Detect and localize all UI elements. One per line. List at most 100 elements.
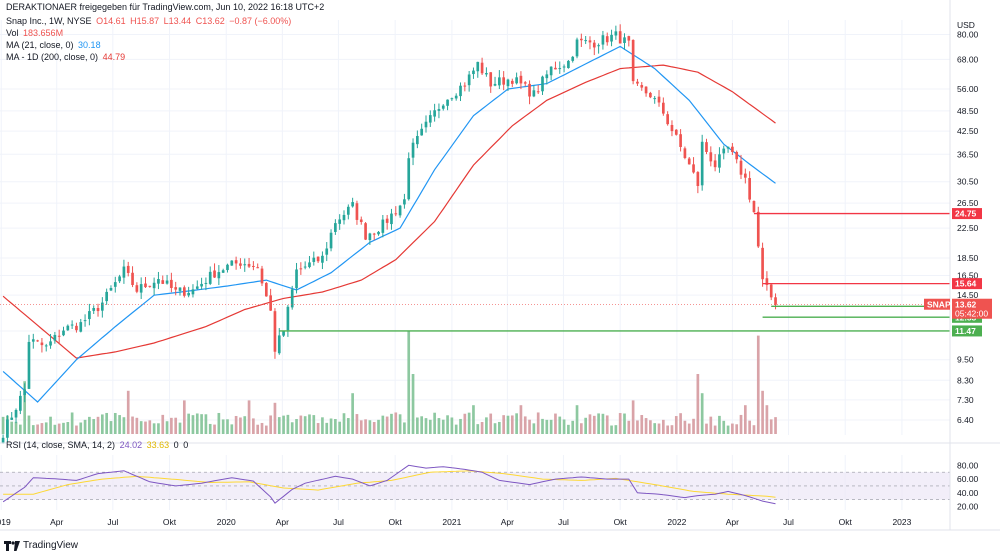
candle-body[interactable] [433,110,436,117]
candlesticks[interactable] [1,24,777,444]
candle-body[interactable] [165,280,169,284]
candle-body[interactable] [450,98,454,100]
candle-body[interactable] [493,83,497,86]
candle-body[interactable] [286,306,290,331]
candle-body[interactable] [614,31,618,36]
price-tick-label[interactable]: 22.50 [957,223,979,233]
candle-body[interactable] [372,233,376,235]
candle-body[interactable] [19,395,22,411]
price-tick-label[interactable]: 8.30 [957,375,974,385]
candle-body[interactable] [562,66,566,68]
candle-body[interactable] [467,74,471,86]
candle-body[interactable] [385,218,389,223]
price-tick-label[interactable]: 18.50 [957,253,979,263]
candle-body[interactable] [403,199,406,205]
candle-body[interactable] [545,74,549,79]
candle-body[interactable] [618,31,622,44]
rsi-legend[interactable]: RSI (14, close, SMA, 14, 2) 24.02 33.63 … [6,440,190,451]
candle-body[interactable] [342,214,346,221]
candle-body[interactable] [260,268,264,284]
candle-body[interactable] [463,85,467,87]
candle-body[interactable] [312,257,316,262]
symbol-name[interactable]: Snap Inc., 1W, NYSE [6,16,92,26]
candle-body[interactable] [269,295,272,311]
candle-body[interactable] [295,269,298,289]
axes[interactable]: USD80.0068.0056.0048.5042.5036.5030.5026… [0,0,1000,531]
candle-body[interactable] [584,40,587,42]
candle-body[interactable] [338,219,342,224]
candle-body[interactable] [144,283,147,288]
volume-legend[interactable]: Vol 183.656M [6,28,65,39]
candle-body[interactable] [649,92,652,98]
candle-body[interactable] [506,79,510,87]
candle-body[interactable] [96,308,100,312]
candle-body[interactable] [696,172,700,186]
candle-body[interactable] [31,339,35,342]
candle-body[interactable] [416,135,419,145]
candle-body[interactable] [480,62,484,74]
candle-body[interactable] [549,66,553,76]
price-tick-label[interactable]: 14.50 [957,290,979,300]
time-tick-label[interactable]: Apr [276,517,289,527]
price-tick-label[interactable]: 30.50 [957,177,979,187]
candle-body[interactable] [1,437,5,443]
candle-body[interactable] [53,334,57,341]
candle-body[interactable] [657,96,661,103]
candle-body[interactable] [40,342,44,346]
candle-body[interactable] [208,271,212,284]
candle-body[interactable] [264,282,268,297]
candle-body[interactable] [441,105,445,109]
candle-body[interactable] [83,320,87,322]
candle-body[interactable] [644,86,648,94]
candle-body[interactable] [256,267,260,269]
candle-body[interactable] [605,36,609,43]
candle-body[interactable] [554,67,557,70]
candle-body[interactable] [692,164,695,173]
rsi-tick-label[interactable]: 20.00 [957,502,979,512]
candle-body[interactable] [580,38,583,41]
candle-body[interactable] [217,272,221,279]
time-tick-label[interactable]: Jul [558,517,569,527]
candle-body[interactable] [346,206,350,215]
candle-body[interactable] [588,40,592,43]
candle-body[interactable] [152,282,156,289]
candle-body[interactable] [428,115,432,123]
candle-body[interactable] [174,287,178,290]
candle-body[interactable] [510,80,514,84]
candle-body[interactable] [182,287,186,296]
candle-body[interactable] [243,264,247,266]
candle-body[interactable] [398,205,402,216]
price-tick-label[interactable]: 26.50 [957,198,979,208]
time-tick-label[interactable]: Jul [783,517,794,527]
candle-body[interactable] [23,389,26,396]
candle-body[interactable] [148,285,152,287]
candle-body[interactable] [454,95,458,99]
candle-body[interactable] [273,311,277,352]
candle-body[interactable] [277,335,281,354]
rsi-tick-label[interactable]: 80.00 [957,460,979,470]
candle-body[interactable] [118,276,121,282]
candle-body[interactable] [70,324,74,326]
price-tick-label[interactable]: 68.00 [957,54,979,64]
candle-body[interactable] [666,114,669,125]
candle-body[interactable] [381,219,385,233]
price-tick-label[interactable]: 6.40 [957,415,974,425]
candle-body[interactable] [79,322,83,332]
candle-body[interactable] [92,308,96,311]
candle-body[interactable] [113,282,117,287]
candle-body[interactable] [528,83,531,97]
candle-body[interactable] [558,68,562,70]
candle-body[interactable] [424,121,428,128]
candle-body[interactable] [575,39,579,57]
candle-body[interactable] [49,341,52,346]
candle-body[interactable] [502,77,506,85]
rsi-tick-label[interactable]: 40.00 [957,488,979,498]
time-tick-label[interactable]: 2021 [442,517,461,527]
time-tick-label[interactable]: Okt [163,517,177,527]
time-tick-label[interactable]: Jul [333,517,344,527]
candle-body[interactable] [446,99,449,106]
candle-body[interactable] [731,146,734,152]
candle-body[interactable] [661,102,665,114]
candle-body[interactable] [247,263,251,267]
candle-body[interactable] [636,81,639,84]
